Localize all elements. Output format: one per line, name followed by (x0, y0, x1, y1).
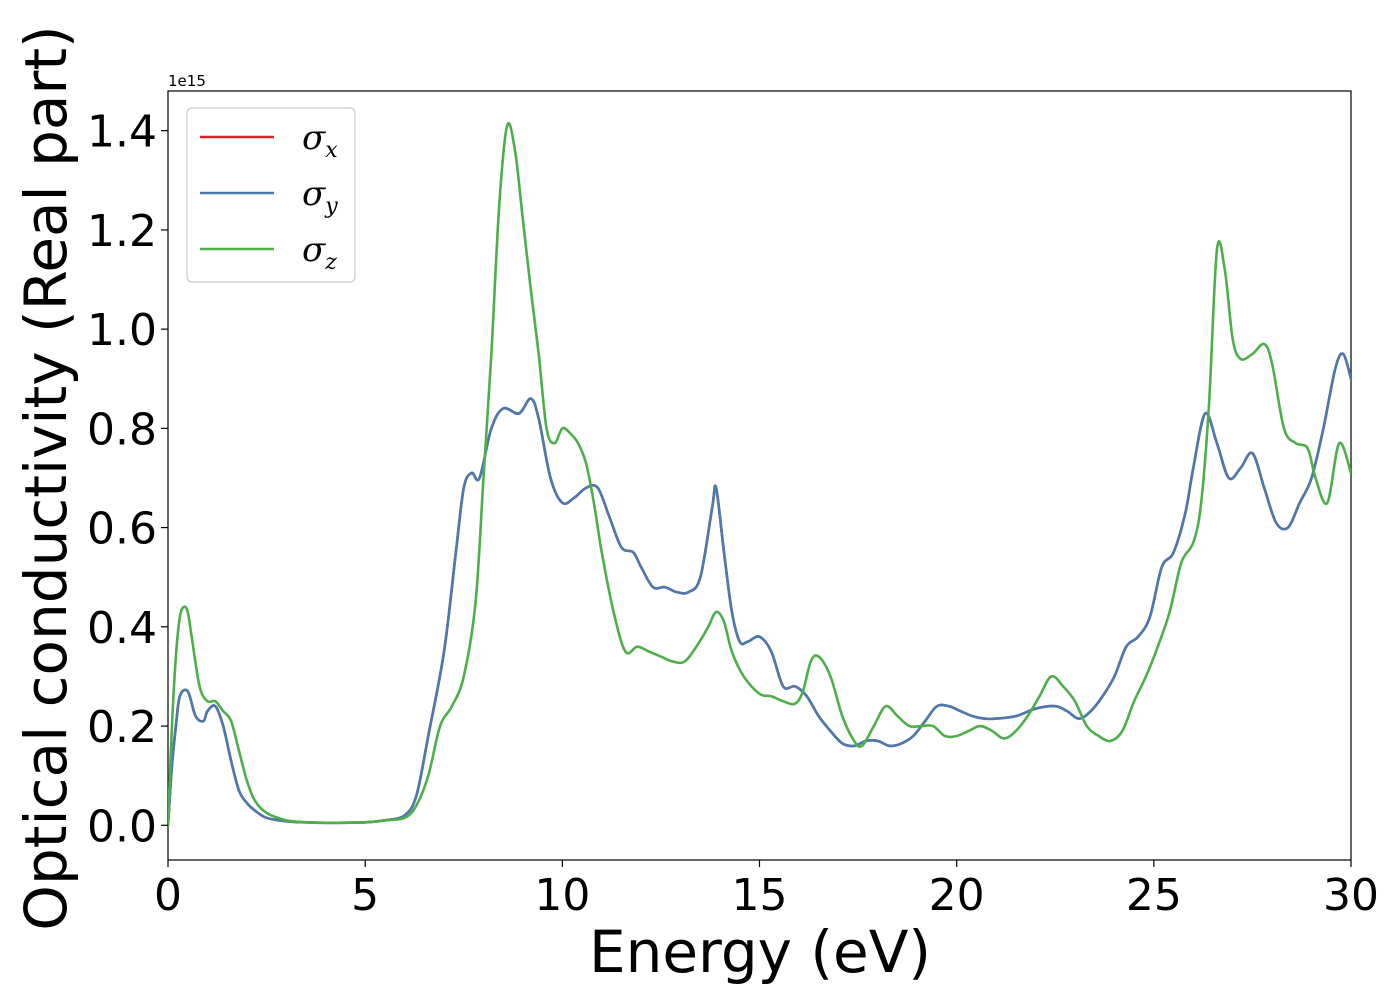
y-tick-label: 0.6 (87, 504, 157, 555)
legend-symbol: σ (302, 174, 326, 214)
series-layer (168, 122, 1351, 827)
x-tick-label: 15 (732, 870, 788, 921)
legend-subscript: z (324, 250, 337, 275)
y-axis-title: Optical conductivity (Real part) (12, 25, 80, 930)
x-tick-label: 25 (1126, 870, 1182, 921)
x-tick-label: 20 (929, 870, 985, 921)
y-tick-label: 0.8 (87, 404, 157, 455)
legend-frame (186, 107, 356, 283)
legend-symbol: σ (302, 118, 326, 158)
y-tick-label: 0.4 (87, 603, 157, 654)
x-axis-ticks: 0 5 10 15 20 25 30 (154, 860, 1379, 921)
y-tick-label: 0.2 (87, 702, 157, 753)
y-tick-label: 1.4 (87, 107, 157, 158)
y-axis-offset-text: 1e15 (168, 72, 206, 90)
x-tick-label: 30 (1323, 870, 1379, 921)
x-axis-title: Energy (eV) (589, 918, 931, 986)
legend-label-z: σz (302, 230, 337, 275)
legend-label-y: σy (302, 174, 338, 219)
y-tick-label: 0.0 (87, 801, 157, 852)
legend-subscript: x (325, 138, 338, 163)
y-tick-label: 1.0 (87, 305, 157, 356)
y-tick-label: 1.2 (87, 206, 157, 257)
x-tick-label: 5 (351, 870, 379, 921)
x-tick-label: 10 (534, 870, 590, 921)
legend-subscript: y (324, 194, 338, 219)
legend-label-x: σx (302, 118, 338, 163)
y-axis-ticks: 0.0 0.2 0.4 0.6 0.8 1.0 1.2 1.4 (87, 107, 168, 852)
legend-symbol: σ (302, 230, 326, 270)
x-tick-label: 0 (154, 870, 182, 921)
series-line-z (168, 122, 1351, 827)
